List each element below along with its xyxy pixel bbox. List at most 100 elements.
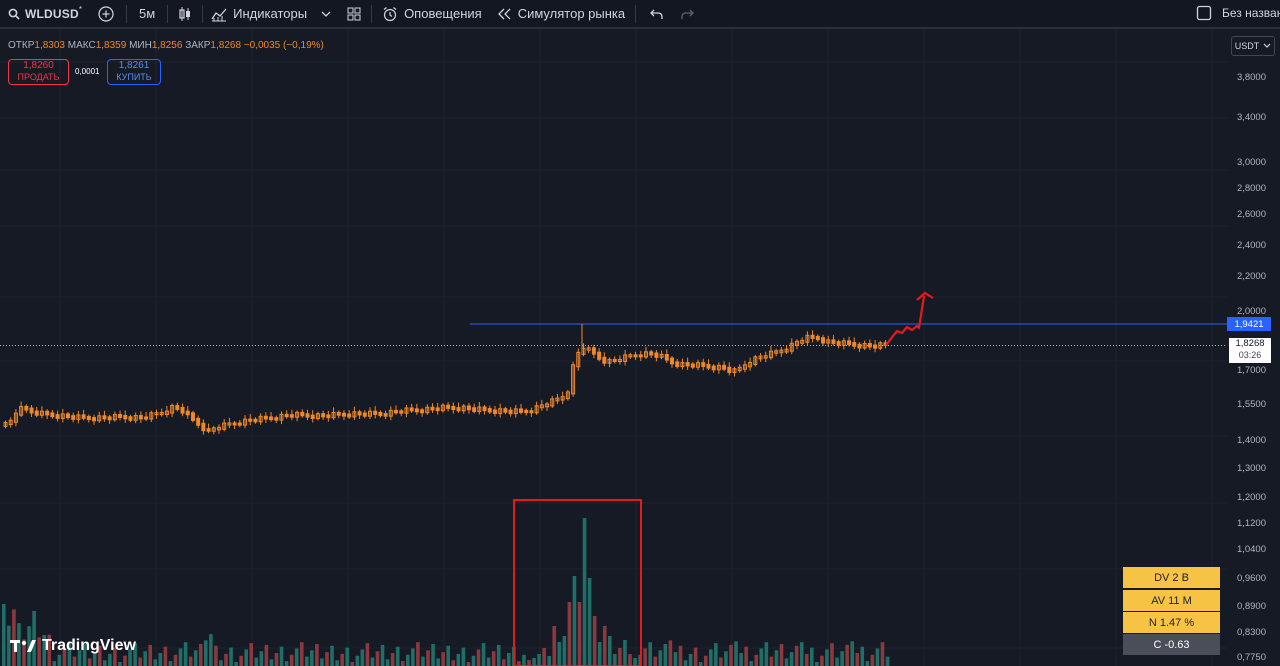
price-tick: 2,6000	[1236, 209, 1266, 220]
close-value: 1,8268	[210, 40, 242, 51]
volume-bar	[244, 649, 248, 666]
change-value: −0,0035 (−0,19%)	[243, 40, 324, 51]
currency-selector[interactable]: USDT	[1231, 36, 1275, 56]
volume-bar	[294, 648, 299, 666]
volume-bar	[113, 647, 117, 666]
volume-bar	[810, 647, 814, 666]
save-layout-button[interactable]: Без назван	[1196, 5, 1280, 21]
volume-bar	[678, 645, 683, 666]
volume-bar	[471, 655, 476, 666]
volume-bar	[845, 644, 849, 666]
volume-bar	[2, 604, 6, 666]
candle-body	[748, 361, 753, 368]
candle-body	[211, 427, 216, 432]
chart-pane[interactable]	[0, 29, 1280, 666]
volume-bar	[769, 656, 774, 666]
indicators-label: Индикаторы	[233, 6, 308, 21]
candle-body	[170, 404, 175, 414]
alerts-label: Оповещения	[404, 6, 482, 21]
candle-body	[758, 355, 763, 360]
volume-bar	[219, 660, 223, 666]
volume-bar	[138, 657, 142, 666]
volume-bar	[719, 657, 723, 666]
candle-body	[196, 417, 201, 426]
replay-button[interactable]: Симулятор рынка	[490, 0, 633, 27]
volume-bar	[572, 576, 577, 666]
candle-body	[800, 339, 805, 344]
candle-body	[263, 415, 268, 420]
price-tick: 2,8000	[1236, 183, 1266, 194]
volume-bar	[224, 653, 228, 666]
candle-body	[857, 343, 862, 349]
volume-bar	[209, 634, 213, 666]
volume-bar	[249, 643, 254, 666]
volume-bar	[532, 658, 536, 666]
symbol-search[interactable]: WLDUSD *	[0, 0, 90, 27]
replay-icon	[497, 8, 512, 20]
chevron-down-icon[interactable]	[321, 10, 331, 18]
candle-body	[243, 418, 248, 426]
candle-body	[763, 355, 768, 359]
volume-bar	[562, 636, 567, 666]
volume-bar	[335, 660, 339, 666]
buy-button[interactable]: 1,8261 КУПИТЬ	[107, 59, 161, 85]
volume-bar	[885, 656, 890, 666]
volume-bar	[12, 609, 16, 666]
high-value: 1,8359	[95, 40, 127, 51]
volume-bar	[527, 660, 531, 666]
sell-button[interactable]: 1,8260 ПРОДАТЬ	[8, 59, 69, 85]
volume-bar	[274, 653, 279, 666]
volume-bar	[279, 646, 284, 666]
replay-label: Симулятор рынка	[517, 6, 626, 21]
indicators-button[interactable]: Индикаторы	[203, 0, 339, 27]
candle-body	[638, 354, 643, 358]
candle-body	[206, 428, 211, 432]
candle-body	[29, 407, 34, 414]
candle-body	[39, 410, 44, 416]
price-tick: 1,5500	[1236, 399, 1266, 410]
candle-body	[315, 413, 320, 420]
price-tick: 0,9600	[1236, 573, 1266, 584]
candle-body	[873, 344, 878, 349]
candle-body	[295, 411, 300, 418]
candle-body	[289, 414, 294, 418]
add-symbol-button[interactable]	[90, 0, 120, 27]
candle-body	[352, 411, 357, 418]
volume-bar	[426, 650, 430, 666]
candle-body	[383, 413, 388, 417]
forecast-arrow[interactable]	[885, 291, 934, 346]
volume-bars	[2, 518, 890, 666]
volume-bar	[739, 653, 743, 666]
close-label: ЗАКР	[185, 40, 211, 51]
candle-body	[826, 339, 831, 344]
volume-bar	[618, 648, 622, 666]
volume-bar	[315, 644, 319, 666]
price-tick: 1,2000	[1236, 492, 1266, 503]
volume-bar	[92, 652, 97, 666]
layouts-button[interactable]	[339, 0, 371, 27]
chart-type-button[interactable]	[168, 0, 202, 27]
volume-highlight-box[interactable]	[513, 499, 642, 666]
redo-button[interactable]	[672, 0, 702, 27]
volume-bar	[17, 623, 21, 666]
candle-body	[227, 422, 232, 426]
candle-body	[341, 412, 346, 417]
candle-body	[753, 356, 758, 365]
candle-body	[414, 408, 419, 413]
tradingview-logo[interactable]: TradingView	[10, 637, 136, 655]
volume-bar	[406, 654, 410, 666]
alerts-button[interactable]: Оповещения	[372, 0, 490, 27]
volume-bar	[673, 652, 678, 666]
volume-bar	[365, 643, 370, 666]
undo-button[interactable]	[636, 0, 672, 27]
candle-body	[175, 404, 180, 410]
last-price-label: 1,8268 03:26	[1229, 338, 1271, 363]
volume-bar	[602, 626, 607, 666]
volume-bar	[259, 651, 264, 666]
volume-bar	[688, 653, 693, 666]
candles-icon	[178, 6, 192, 22]
volume-bar	[840, 651, 844, 666]
candle-body	[529, 410, 534, 414]
candle-body	[492, 409, 497, 414]
interval-button[interactable]: 5м	[127, 0, 167, 27]
